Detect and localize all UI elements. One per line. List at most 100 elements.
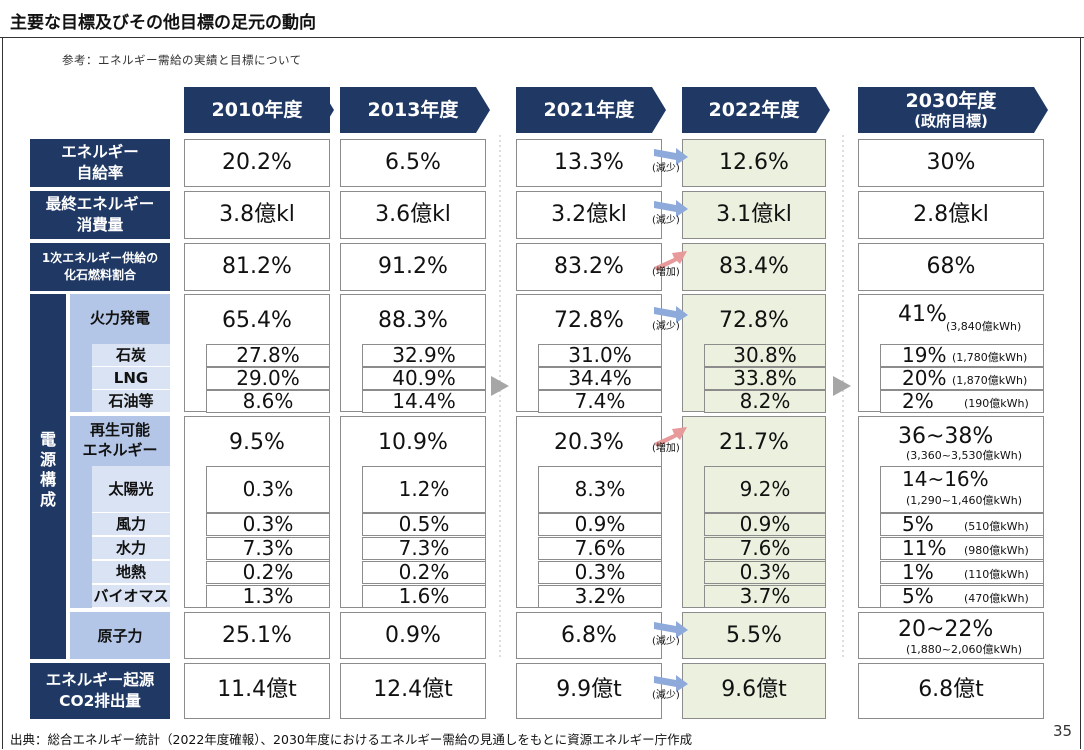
- nuclear-2030-note: (1,880~2,060億kWh): [906, 643, 1022, 656]
- label-hydro: 水力: [92, 537, 170, 559]
- label-biomass: バイオマス: [92, 585, 170, 607]
- decrease-arrow-icon: [654, 306, 688, 323]
- coal-2030-note: (1,780億kWh): [952, 351, 1028, 364]
- transition-arrow-icon: [833, 376, 851, 396]
- power-block-cell: [516, 612, 662, 659]
- nuclear-change-label: (減少): [652, 636, 680, 647]
- solar-cell: [538, 466, 662, 513]
- oil-2030-note: (190億kWh): [964, 397, 1029, 410]
- renewable-value: 20.3%: [554, 430, 624, 455]
- renewable-value: 9.5%: [229, 430, 285, 455]
- header-bg-2022: [682, 87, 830, 133]
- fossil-ratio-change-label: (増加): [652, 267, 680, 278]
- label-nuclear: 原子力: [97, 626, 143, 645]
- power-block-cell: [340, 612, 486, 659]
- fossil-ratio-value: 81.2%: [222, 254, 292, 279]
- wind-cell: [362, 513, 486, 536]
- thermal-value: 88.3%: [378, 308, 448, 333]
- biomass-cell: [362, 585, 486, 608]
- wind-value: 0.5%: [398, 512, 450, 536]
- label-oil: 石油等: [92, 390, 170, 412]
- coal-cell: [538, 344, 662, 367]
- biomass-value: 5%: [902, 584, 934, 608]
- lng-value: 20%: [902, 366, 947, 390]
- renewable-value: 36~38%: [898, 424, 994, 449]
- lng-cell: [362, 367, 486, 390]
- oil-value: 7.4%: [574, 389, 626, 413]
- self-sufficiency-value: 20.2%: [222, 150, 292, 175]
- wind-cell: [206, 513, 330, 536]
- thermal-value: 65.4%: [222, 308, 292, 333]
- self-sufficiency-cell: [340, 139, 486, 187]
- header-2022: 2022年度: [708, 99, 800, 121]
- wind-cell: [880, 513, 1044, 536]
- wind-cell: [538, 513, 662, 536]
- self-sufficiency-value: 12.6%: [719, 150, 789, 175]
- coal-value: 31.0%: [568, 343, 632, 367]
- self-sufficiency-value: 13.3%: [554, 150, 624, 175]
- co2-cell: [858, 663, 1044, 719]
- oil-value: 8.2%: [739, 389, 791, 413]
- self-sufficiency-cell: [184, 139, 330, 187]
- page-number: 35: [1053, 722, 1073, 740]
- hydro-value: 7.6%: [739, 536, 791, 560]
- final-consumption-value: 3.1億kl: [716, 202, 792, 227]
- header-2013: 2013年度: [367, 99, 459, 121]
- solar-value: 0.3%: [242, 477, 294, 501]
- biomass-value: 1.6%: [398, 584, 450, 608]
- self-sufficiency-cell: [516, 139, 662, 187]
- final-consumption-value: 2.8億kl: [913, 202, 989, 227]
- self-sufficiency-value: 6.5%: [385, 150, 441, 175]
- geothermal-cell: [538, 561, 662, 584]
- thermal-change-label: (減少): [652, 321, 680, 332]
- renewable-value: 10.9%: [378, 430, 448, 455]
- solar-2030-note: (1,290~1,460億kWh): [906, 494, 1022, 507]
- coal-cell: [880, 344, 1044, 367]
- hydro-cell: [880, 537, 1044, 560]
- header-2010: 2010年度: [184, 87, 330, 133]
- final-consumption-cell: [340, 191, 486, 239]
- oil-value: 14.4%: [392, 389, 456, 413]
- final-consumption-cell: [682, 191, 826, 239]
- power-block-cell: [858, 612, 1044, 659]
- label-thermal: 火力発電: [89, 309, 150, 327]
- biomass-value: 1.3%: [242, 584, 294, 608]
- co2-value: 6.8億t: [918, 677, 984, 702]
- header-2030: 2030年度 (政府目標): [905, 90, 997, 130]
- solar-value: 9.2%: [739, 477, 791, 501]
- coal-value: 30.8%: [733, 343, 797, 367]
- decrease-arrow-icon: [654, 675, 688, 692]
- solar-cell: [362, 466, 486, 513]
- biomass-value: 3.7%: [739, 584, 791, 608]
- co2-cell: [340, 663, 486, 719]
- solar-value: 14~16%: [902, 467, 989, 491]
- label-wind: 風力: [92, 513, 170, 535]
- nuclear-value: 6.8%: [561, 623, 617, 648]
- thermal-2030-note: (3,840億kWh): [946, 320, 1022, 333]
- coal-value: 19%: [902, 343, 947, 367]
- biomass-cell: [880, 585, 1044, 608]
- solar-value: 8.3%: [574, 477, 626, 501]
- nuclear-value: 5.5%: [726, 623, 782, 648]
- coal-value: 32.9%: [392, 343, 456, 367]
- oil-cell: [206, 390, 330, 413]
- thermal-value: 72.8%: [554, 308, 624, 333]
- page-title: 主要な目標及びその他目標の足元の動向: [10, 13, 316, 33]
- wind-value: 0.9%: [574, 512, 626, 536]
- coal-cell: [704, 344, 826, 367]
- label-power-mix: 電源構成: [30, 294, 66, 659]
- hydro-value: 7.6%: [574, 536, 626, 560]
- wind-cell: [704, 513, 826, 536]
- wind-value: 0.9%: [739, 512, 791, 536]
- label-geothermal: 地熱: [92, 561, 170, 583]
- final-consumption-cell: [516, 191, 662, 239]
- final-consumption-cell: [858, 191, 1044, 239]
- geothermal-cell: [704, 561, 826, 584]
- fossil-ratio-cell: [682, 243, 826, 291]
- final-consumption-cell: [184, 191, 330, 239]
- hydro-value: 7.3%: [398, 536, 450, 560]
- lng-cell: [704, 367, 826, 390]
- hydro-cell: [704, 537, 826, 560]
- coal-cell: [362, 344, 486, 367]
- oil-cell: [880, 390, 1044, 413]
